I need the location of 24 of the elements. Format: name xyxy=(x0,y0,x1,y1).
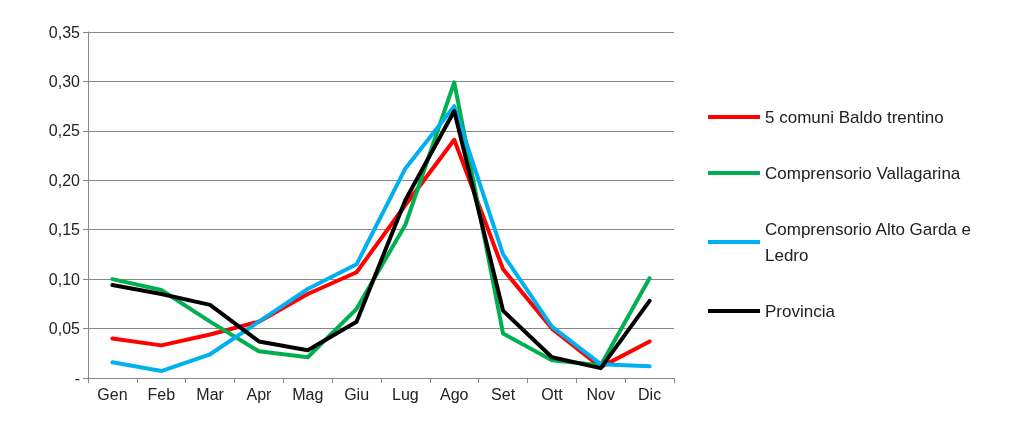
x-tick-label: Ott xyxy=(541,385,564,403)
x-tick-label: Mag xyxy=(292,385,324,403)
y-tick-label: 0,25 xyxy=(48,122,81,140)
y-tick-label: 0,20 xyxy=(48,171,81,189)
y-tick-label: 0,15 xyxy=(48,221,81,239)
x-tick-label: Lug xyxy=(392,385,419,403)
y-tick-label: - xyxy=(74,369,80,387)
x-tick-label: Giu xyxy=(344,385,370,403)
legend-label: Comprensorio Vallagarina xyxy=(765,163,961,183)
x-tick-label: Set xyxy=(491,385,516,403)
x-tick-label: Apr xyxy=(246,385,273,403)
y-tick-label: 0,30 xyxy=(48,72,81,90)
y-tick-label: 0,05 xyxy=(48,320,81,338)
x-tick-label: Gen xyxy=(97,385,128,403)
legend-label: 5 comuni Baldo trentino xyxy=(765,107,944,127)
y-tick-label: 0,35 xyxy=(48,23,81,41)
legend-label: Provincia xyxy=(765,301,836,321)
y-tick-label: 0,10 xyxy=(48,270,81,288)
legend-label: Comprensorio Alto Garda e Ledro xyxy=(765,219,976,265)
x-tick-label: Ago xyxy=(440,385,469,403)
x-tick-label: Feb xyxy=(147,385,176,403)
x-tick-label: Nov xyxy=(586,385,615,403)
x-tick-label: Dic xyxy=(638,385,662,403)
x-tick-label: Mar xyxy=(196,385,225,403)
